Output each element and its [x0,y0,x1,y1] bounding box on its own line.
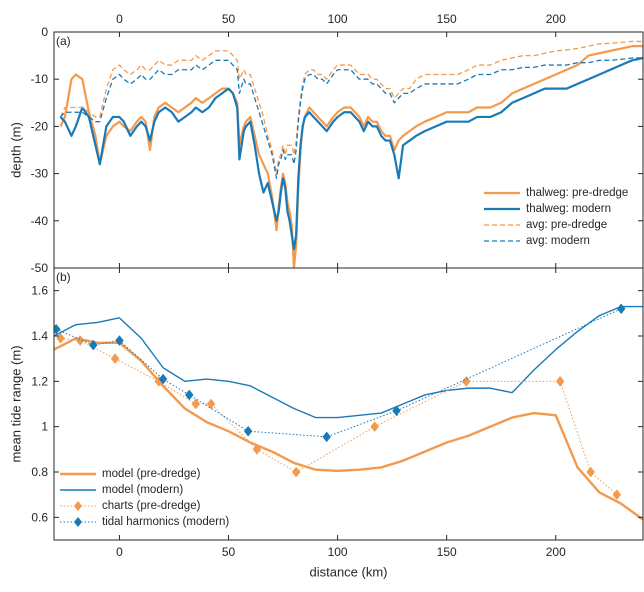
data-point-b-2-6 [252,443,262,455]
y-tick-label-a: -30 [31,167,49,181]
legend-marker-b-3 [74,517,82,527]
y-axis-label-b: mean tide range (m) [9,345,24,462]
series-line-a-2 [59,40,643,175]
x-tick-label-a: 200 [546,12,566,26]
x-tick-label-b: 200 [546,545,566,559]
x-tick-label-b: 50 [222,545,236,559]
data-point-b-3-7 [392,405,401,417]
chart-panel-a: 0 50 100 150 200 0 -10 -20 -30 -40 -50 (a) depth (m)… [9,12,644,275]
data-point-b-2-11 [586,466,595,478]
data-point-b-2-5 [206,398,216,410]
data-point-b-2-10 [555,375,565,387]
y-tick-label-a: -40 [31,214,49,228]
y-tick-label-b: 1.4 [31,329,48,343]
legend-label-b-1: model (modern) [102,484,183,496]
y-tick-label-b: 0.8 [31,465,48,479]
y-tick-label-a: -50 [31,261,49,275]
y-tick-label-b: 1 [41,420,48,434]
series-line-b-0 [54,337,643,521]
panel-label-a: (a) [56,34,71,48]
data-point-b-3-3 [158,373,168,385]
x-tick-label-b: 150 [437,545,457,559]
legend-a: thalweg: pre-dredge thalweg: modern avg: p… [484,187,628,247]
panel-label-b: (b) [56,270,71,284]
legend-label-b-3: tidal harmonics (modern) [102,516,229,528]
data-point-b-2-8 [370,421,379,433]
y-tick-label-b: 1.6 [31,284,48,298]
axes-frame-a [53,31,644,269]
data-point-b-2-7 [291,466,301,478]
plot-area [54,303,643,521]
data-point-b-2-12 [612,489,622,501]
x-tick-label-a: 50 [222,12,236,26]
y-tick-label-a: 0 [41,25,48,39]
legend-marker-b-2 [74,501,82,511]
series-line-a-3 [60,57,643,179]
data-point-b-3-0 [54,323,61,335]
y-tick-label-b: 0.6 [31,510,48,524]
x-axis-label-b: distance (km) [309,565,387,580]
series-line-b-1 [54,305,643,419]
y-tick-label-a: -20 [31,119,49,133]
y-tick-label-b: 1.2 [31,374,48,388]
x-tick-label-b: 0 [116,545,123,559]
axes-frame-b [53,267,644,541]
legend-label-b-2: charts (pre-dredge) [102,500,201,512]
series-line-a-1 [59,56,643,251]
data-point-b-3-5 [243,425,253,437]
data-point-b-3-1 [88,339,98,351]
y-tick-label-a: -10 [31,72,49,86]
data-point-b-2-9 [461,375,471,387]
legend-label-b-0: model (pre-dredge) [102,468,201,480]
data-point-b-3-4 [184,389,194,401]
legend-b: model (pre-dredge) model (modern) charts (… [60,468,229,528]
data-point-b-3-2 [115,335,124,346]
data-point-b-2-2 [110,353,120,365]
y-axis-label-a: depth (m) [9,122,24,178]
series-line-b-3 [55,308,622,438]
chart-panel-b: 0 50 100 150 200 0.6 0.8 1 1.2 1.4 1.6 (b) mean tide… [9,267,644,580]
legend-label-a-0: thalweg: pre-dredge [526,187,628,199]
data-point-b-2-1 [75,335,85,346]
x-tick-label-b: 100 [328,545,348,559]
legend-label-a-3: avg: modern [526,235,590,247]
plot-area [59,40,643,268]
x-tick-label-a: 150 [437,12,457,26]
x-tick-label-a: 100 [328,12,348,26]
legend-label-a-2: avg: pre-dredge [526,219,607,231]
data-point-b-3-8 [616,303,626,315]
data-point-b-2-4 [191,398,201,410]
legend-label-a-1: thalweg: modern [526,203,611,215]
x-tick-label-a: 0 [116,12,123,26]
data-point-b-3-6 [322,431,332,443]
